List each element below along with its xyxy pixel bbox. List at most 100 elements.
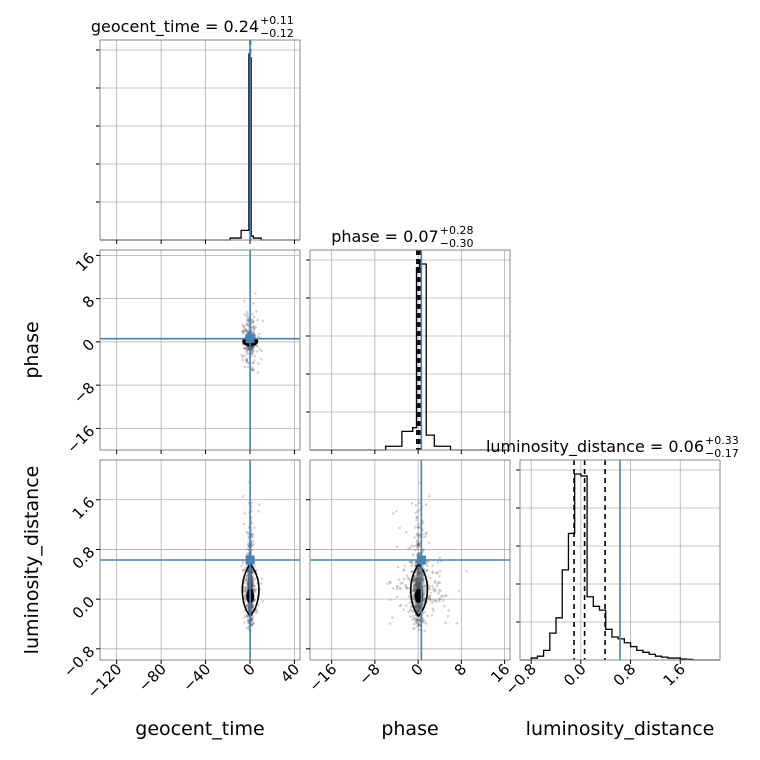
sample-point — [416, 609, 420, 613]
panel-frame — [99, 39, 301, 241]
sample-point — [245, 348, 249, 351]
sample-point — [426, 569, 429, 572]
sample-point — [418, 578, 422, 582]
sample-point — [250, 569, 254, 572]
sample-point — [418, 583, 421, 587]
sample-point — [413, 544, 416, 548]
sample-point — [413, 589, 417, 592]
sample-point — [242, 589, 246, 592]
x-tick-label: 0.8 — [610, 660, 640, 690]
sample-point — [250, 618, 254, 621]
sample-point — [415, 579, 419, 582]
sample-point — [251, 348, 254, 351]
sample-point — [252, 599, 256, 602]
sample-point — [411, 597, 415, 600]
sample-point — [250, 535, 254, 538]
sample-point — [416, 568, 419, 572]
sample-point — [250, 522, 254, 525]
sample-point — [255, 350, 259, 353]
x-tick-label: 0.0 — [560, 660, 590, 690]
sample-point — [416, 610, 419, 613]
sample-point — [428, 494, 431, 498]
sample-point — [415, 583, 419, 587]
sample-point — [416, 610, 419, 613]
sample-point — [416, 570, 420, 573]
sample-point — [418, 508, 421, 512]
sample-point — [421, 577, 425, 581]
sample-point — [418, 618, 422, 622]
sample-point — [415, 573, 419, 577]
sample-point — [417, 583, 420, 586]
sample-point — [395, 584, 399, 588]
sample-point — [416, 586, 419, 590]
sample-point — [244, 566, 247, 570]
sample-point — [417, 573, 421, 577]
sample-point — [416, 602, 419, 606]
sample-point — [413, 536, 416, 539]
y-tick-label: −16 — [63, 422, 98, 457]
sample-point — [244, 329, 248, 333]
sample-point — [399, 587, 402, 591]
sample-point — [426, 614, 429, 617]
sample-point — [246, 581, 250, 584]
sample-point — [418, 605, 422, 609]
sample-point — [409, 615, 412, 618]
sample-point — [247, 532, 250, 536]
sample-point — [414, 606, 418, 609]
sample-point — [395, 587, 399, 591]
sample-point — [422, 577, 425, 581]
x-axis-label-geocent-time: geocent_time — [135, 718, 264, 740]
sample-point — [254, 325, 257, 329]
sample-point — [416, 543, 420, 547]
sample-point — [416, 547, 419, 550]
sample-point — [417, 577, 420, 581]
sample-point — [247, 329, 250, 333]
sample-point — [423, 583, 426, 587]
sample-point — [422, 593, 425, 596]
sample-point — [413, 588, 417, 591]
sample-point — [415, 532, 419, 535]
sample-point — [415, 587, 418, 590]
sample-point — [418, 570, 422, 573]
sample-point — [412, 587, 416, 591]
sample-point — [412, 593, 416, 597]
sample-point — [250, 583, 254, 586]
sample-point — [247, 607, 250, 611]
sample-point — [416, 539, 419, 543]
panel-frame — [519, 459, 721, 661]
sample-point — [417, 544, 421, 547]
sample-point — [247, 587, 250, 590]
sample-point — [256, 318, 260, 322]
sample-point — [243, 589, 246, 593]
sample-point — [412, 587, 416, 590]
sample-point — [245, 319, 249, 322]
sample-point — [250, 583, 254, 587]
sample-point — [245, 345, 249, 349]
sample-point — [416, 569, 420, 572]
sample-point — [415, 621, 418, 625]
sample-point — [246, 346, 249, 349]
sample-point — [246, 618, 250, 621]
sample-point — [251, 350, 254, 354]
sample-point — [251, 325, 255, 328]
sample-point — [243, 621, 246, 625]
sample-point — [261, 319, 265, 323]
sample-point — [250, 606, 253, 610]
sample-point — [418, 582, 421, 586]
sample-point — [244, 578, 248, 582]
sample-point — [423, 610, 427, 614]
sample-point — [398, 586, 402, 590]
sample-point — [254, 589, 257, 592]
sample-point — [418, 578, 421, 582]
sample-point — [418, 585, 421, 589]
sample-point — [415, 584, 419, 587]
sample-point — [250, 583, 254, 587]
sample-point — [418, 584, 421, 587]
sample-point — [416, 610, 420, 614]
sample-point — [252, 331, 255, 334]
sample-point — [415, 582, 419, 586]
sample-point — [418, 577, 421, 580]
sample-point — [414, 578, 417, 582]
sample-point — [421, 548, 425, 552]
